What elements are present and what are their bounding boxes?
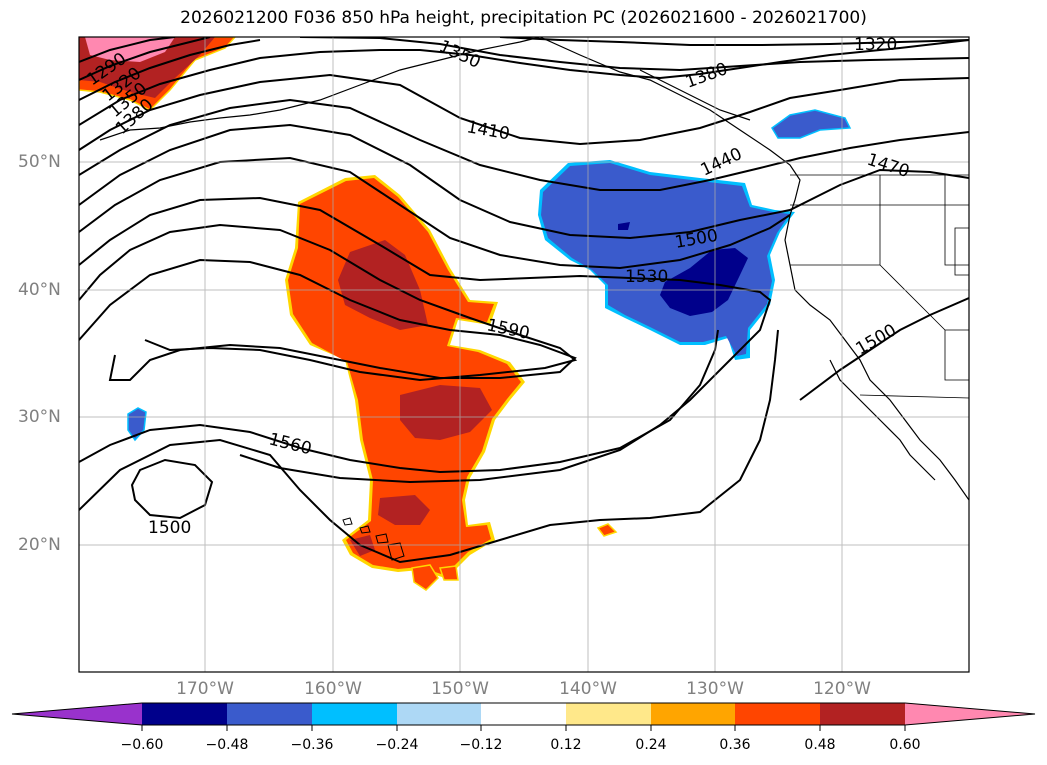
gridlines [79,37,969,672]
colorbar-tick-label: −0.24 [375,737,419,753]
height-contour-1560-outer [79,223,578,382]
border-nv-az [944,330,969,381]
height-contour-1440 [79,98,969,191]
height-contour-1560-south [79,329,719,474]
height-contour-1320-nw [79,37,211,81]
height-contours [79,37,969,564]
colorbar-segment-0 [12,703,142,725]
lat-label-50n: 50°N [18,152,61,172]
height-contour-1470 [79,123,969,240]
colorbar-segment-5 [481,703,566,725]
colorbar-segment-10 [905,703,1035,725]
map-frame [78,36,970,673]
positive-precip-corner-max [85,37,175,62]
colorbar-ticks [141,725,906,731]
political-borders [790,174,969,399]
colorbar-segment-3 [312,703,397,725]
colorbar-tick-label: −0.60 [120,737,164,753]
height-contour-1380-nw [79,39,969,126]
positive-precip-island-1 [596,523,618,537]
height-contour-1590-inner [79,258,577,381]
negative-precip-strong-small [618,222,630,230]
island-kauai [342,517,353,526]
lon-label-150w: 150°W [431,679,489,699]
positive-precip-island-2 [411,564,439,591]
height-contour-1530-south [79,329,779,564]
colorbar-tick-label: −0.48 [205,737,249,753]
colorbar-segment-6 [566,703,651,725]
colorbar [11,702,1036,731]
lon-label-130w: 130°W [686,679,744,699]
positive-precip-island-3 [438,565,459,581]
lon-label-140w: 140°W [559,679,617,699]
border-ut [954,227,969,276]
height-contour-1320-ne [499,37,969,46]
lat-label-40n: 40°N [18,280,61,300]
contour-label: 1380 [683,59,730,93]
colorbar-segment-8 [735,703,820,725]
lat-label-30n: 30°N [18,407,61,427]
alaska-panhandle [639,69,751,121]
height-contour-1500-east [799,297,969,401]
contour-label: 1500 [148,518,191,538]
contour-labels: 1290 1320 1350 1380 1350 1320 1380 1410 … [83,35,911,538]
map-area: 1290 1320 1350 1380 1350 1320 1380 1410 … [79,35,969,672]
colorbar-tick-label: −0.36 [290,737,334,753]
lon-label-160w: 160°W [304,679,362,699]
colorbar-tick-label: −0.12 [459,737,503,753]
border-id [944,175,969,266]
contour-label: 1590 [485,315,531,344]
contour-label: 1410 [465,117,511,144]
contour-label: 1470 [864,150,911,182]
colorbar-tick-label: 0.48 [804,737,836,753]
hawaiian-islands [342,517,405,561]
negative-precip-west-spot [127,407,147,442]
aleutian-coast [99,37,541,141]
negative-precip-north [771,109,852,139]
contour-label: 1440 [698,144,746,180]
colorbar-segment-2 [227,703,312,725]
baja-california [829,359,936,481]
colorbar-segment-7 [651,703,735,725]
positive-precip-strong-central [400,385,492,440]
height-contour-1530 [79,196,772,484]
height-contour-1350-ne [299,37,969,72]
contour-label: 1560 [267,429,314,459]
contour-label: 1500 [853,320,900,359]
island-maui [375,533,389,544]
contour-label: 1320 [854,35,897,55]
contour-label: 1530 [625,267,668,287]
island-oahu [359,525,371,534]
positive-precip-strong-north [338,240,428,330]
map-title: 2026021200 F036 850 hPa height, precipit… [180,8,867,28]
colorbar-tick-label: 0.36 [719,737,751,753]
height-contour-1500-main [79,156,791,270]
colorbar-segment-9 [820,703,905,725]
colorbar-tick-label: 0.60 [889,737,921,753]
lon-label-120w: 120°W [813,679,871,699]
border-mexico [859,394,969,399]
height-contour-1350-nw [79,39,261,101]
colorbar-segment-4 [397,703,481,725]
lat-label-20n: 20°N [18,535,61,555]
positive-precip-strong-south [378,495,430,525]
height-contour-1410 [79,73,969,151]
colorbar-tick-label: 0.24 [635,737,667,753]
lon-label-170w: 170°W [176,679,234,699]
colorbar-tick-label: 0.12 [550,737,582,753]
height-contour-1290 [79,37,176,63]
coastline [99,37,969,501]
island-hawaii [387,542,405,561]
height-contour-1500-closed [130,458,214,520]
negative-precip-area [541,163,790,356]
colorbar-segment-1 [142,703,227,725]
